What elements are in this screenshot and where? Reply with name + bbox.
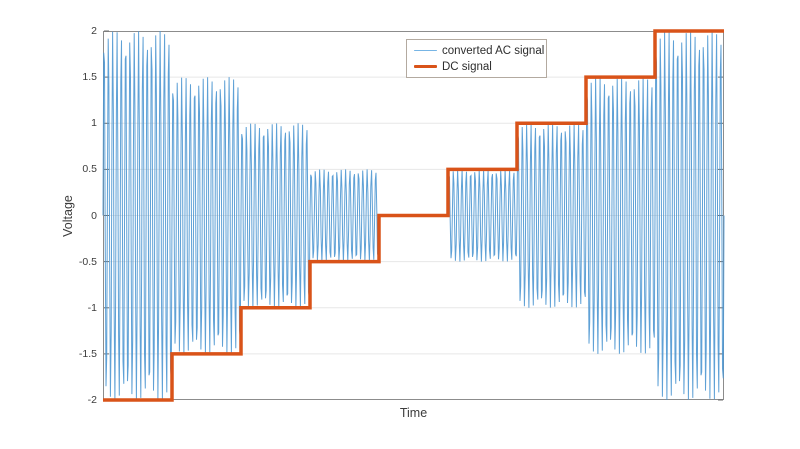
legend-label-ac: converted AC signal (442, 44, 545, 57)
y-tick-label: -2 (87, 394, 97, 406)
y-tick-label: 1.5 (82, 71, 97, 84)
legend-item-dc: DC signal (414, 60, 540, 73)
y-tick-label: -1.5 (78, 347, 97, 360)
y-tick-label: -0.5 (78, 255, 97, 268)
plot-svg (102, 29, 725, 402)
y-tick-label: 1 (91, 117, 97, 130)
y-tick-label: 2 (91, 25, 97, 37)
legend-line-sample-dc (414, 64, 437, 69)
x-axis-label: Time (399, 406, 428, 420)
dc-series-line (103, 29, 724, 402)
legend-line-sample-ac (414, 49, 437, 52)
legend: converted AC signal DC signal (406, 39, 547, 78)
y-tick-label: -1 (87, 301, 97, 314)
legend-label-dc: DC signal (442, 60, 492, 73)
y-tick-label: 0.5 (82, 163, 97, 176)
y-tick-label: 0 (91, 209, 97, 222)
legend-item-ac: converted AC signal (414, 44, 544, 57)
y-axis-label: Voltage (61, 194, 75, 237)
y-axis-label-wrap: Voltage (59, 31, 77, 400)
